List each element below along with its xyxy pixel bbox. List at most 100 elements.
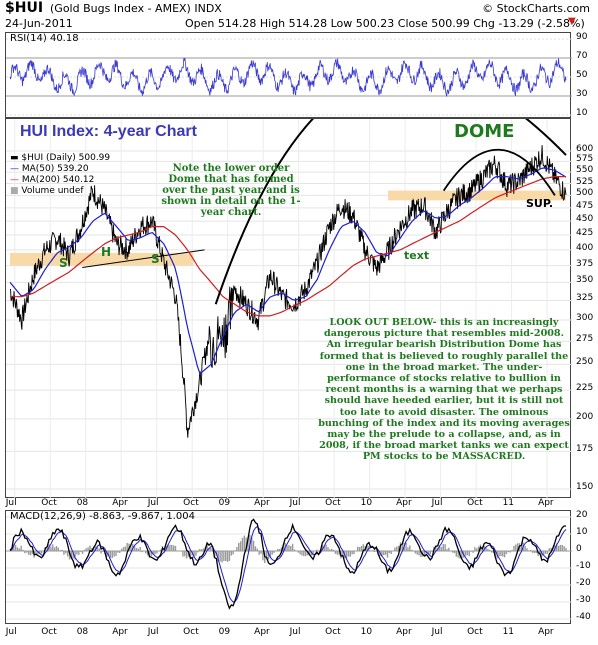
legend-price: ▬ $HUI (Daily) 500.99 [10, 153, 111, 163]
macd-tick-label: -10 [576, 561, 591, 571]
legend-volume: ■ Volume undef [10, 186, 84, 196]
x-tick-label: Apr [112, 627, 128, 637]
macd-signal-line [9, 525, 567, 603]
rsi-axis: 90 70 50 30 10 [574, 32, 598, 118]
price-tick-label: 350 [576, 275, 594, 286]
price-tick-label: 300 [576, 312, 594, 323]
x-tick-label: Oct [325, 498, 341, 508]
price-tick-label: 525 [576, 176, 594, 187]
x-tick-label: Jul [147, 498, 159, 508]
x-tick-label: Oct [183, 627, 199, 637]
x-tick-label: 09 [218, 627, 231, 637]
price-tick-label: 425 [576, 228, 594, 239]
macd-tick-label: -40 [576, 612, 591, 622]
chart-title: HUI Index: 4-year Chart [20, 123, 197, 140]
rsi-plot [6, 38, 572, 116]
small-dome-arc [442, 148, 556, 196]
x-tick-label: Oct [41, 498, 57, 508]
macd-panel: MACD(12,26,9) -8.863, -9.867, 1.004 [5, 510, 572, 624]
x-tick-label: Oct [467, 627, 483, 637]
price-tick-label: 275 [576, 334, 594, 345]
x-tick-label: 10 [360, 627, 373, 637]
x-axis-middle: Jul Oct 08 Apr Jul Oct 09 Apr Jul Oct 10 Apr Jul Oct 1… [5, 498, 571, 510]
price-series-line [9, 145, 567, 438]
price-tick-label: 325 [576, 293, 594, 304]
x-tick-label: Oct [325, 627, 341, 637]
note-main: LOOK OUT BELOW- this is an increasingly … [318, 317, 570, 463]
note-top: Note the lower order Dome that has forme… [161, 163, 301, 218]
shoulder-right-label: S [151, 252, 160, 266]
shoulder-left-label: S [59, 256, 68, 270]
price-tick-label: 225 [576, 383, 594, 394]
price-tick-label: 600 [576, 143, 594, 154]
macd-tick-label: 20 [576, 510, 588, 520]
macd-line [9, 518, 566, 610]
x-tick-label: Apr [254, 498, 270, 508]
macd-tick-label: -30 [576, 595, 591, 605]
ma50-line [9, 167, 567, 375]
ohlc-readout: Open 514.28 High 514.28 Low 500.23 Close… [185, 17, 585, 30]
x-tick-label: Jul [147, 627, 159, 637]
price-tick-label: 400 [576, 242, 594, 253]
ma200-line [10, 176, 566, 317]
price-tick-label: 150 [576, 482, 594, 492]
x-tick-label: 08 [76, 627, 89, 637]
x-tick-label: Oct [467, 498, 483, 508]
x-tick-label: Apr [254, 627, 270, 637]
price-axis: 600 575 550 525 500 475 450 425 400 375 350 325 300 2… [574, 118, 598, 498]
macd-tick-label: 0 [576, 544, 582, 554]
legend: ▬ $HUI (Daily) 500.99 — MA(50) 539.20 — … [10, 153, 110, 197]
x-tick-label: Jul [5, 498, 17, 508]
legend-ma200: — MA(200) 540.12 [10, 175, 95, 185]
rsi-tick-label: 30 [576, 89, 588, 99]
price-tick-label: 200 [576, 411, 594, 422]
macd-axis: 20 10 0 -10 -20 -30 -40 [574, 510, 598, 624]
site-credit[interactable]: © StockCharts.com [482, 2, 590, 15]
rsi-tick-label: 10 [576, 108, 588, 118]
x-tick-label: Apr [112, 498, 128, 508]
x-tick-label: 11 [502, 627, 515, 637]
price-tick-label: 575 [576, 154, 594, 165]
rsi-line [9, 57, 567, 97]
neckline [82, 249, 205, 269]
price-panel: HUI Index: 4-year Chart ▬ $HUI (Daily) 5… [5, 68, 572, 499]
x-tick-label: Apr [396, 627, 412, 637]
x-tick-label: Oct [183, 498, 199, 508]
x-tick-label: 09 [218, 498, 231, 508]
price-tick-label: 375 [576, 258, 594, 269]
macd-plot [6, 516, 572, 620]
rsi-panel: RSI(14) 40.18 [5, 32, 572, 118]
head-label: H [101, 245, 112, 259]
x-tick-label: Jul [431, 627, 443, 637]
chg-down-arrow-icon: ▼ [568, 16, 576, 27]
chart-name: (Gold Bugs Index - AMEX) INDX [50, 2, 222, 15]
price-tick-label: 550 [576, 165, 594, 176]
sup-label: SUP. [526, 197, 554, 210]
x-tick-label: Oct [41, 627, 57, 637]
support-band-2011 [388, 190, 566, 201]
x-tick-label: 08 [76, 498, 89, 508]
x-tick-label: Apr [396, 498, 412, 508]
x-tick-label: Apr [538, 498, 554, 508]
x-tick-label: 11 [502, 498, 515, 508]
price-tick-label: 475 [576, 200, 594, 211]
price-tick-label: 500 [576, 188, 594, 199]
rsi-tick-label: 90 [576, 32, 588, 42]
support-band-2007 [10, 252, 194, 266]
x-tick-label: Jul [289, 627, 301, 637]
x-tick-label: Jul [289, 498, 301, 508]
rsi-label: RSI(14) 40.18 [10, 33, 79, 44]
price-tick-label: 250 [576, 357, 594, 368]
macd-tick-label: -20 [576, 578, 591, 588]
x-tick-label: Jul [431, 498, 443, 508]
chart-symbol: $HUI [5, 0, 44, 16]
text-annotation: text [404, 249, 430, 262]
rsi-tick-label: 50 [576, 70, 588, 80]
price-tick-label: 175 [576, 444, 594, 455]
macd-tick-label: 10 [576, 527, 588, 537]
rsi-tick-label: 70 [576, 51, 588, 61]
x-tick-label: 10 [360, 498, 373, 508]
legend-ma50: — MA(50) 539.20 [10, 164, 89, 174]
price-tick-label: 450 [576, 214, 594, 225]
chart-date: 24-Jun-2011 [5, 17, 73, 30]
